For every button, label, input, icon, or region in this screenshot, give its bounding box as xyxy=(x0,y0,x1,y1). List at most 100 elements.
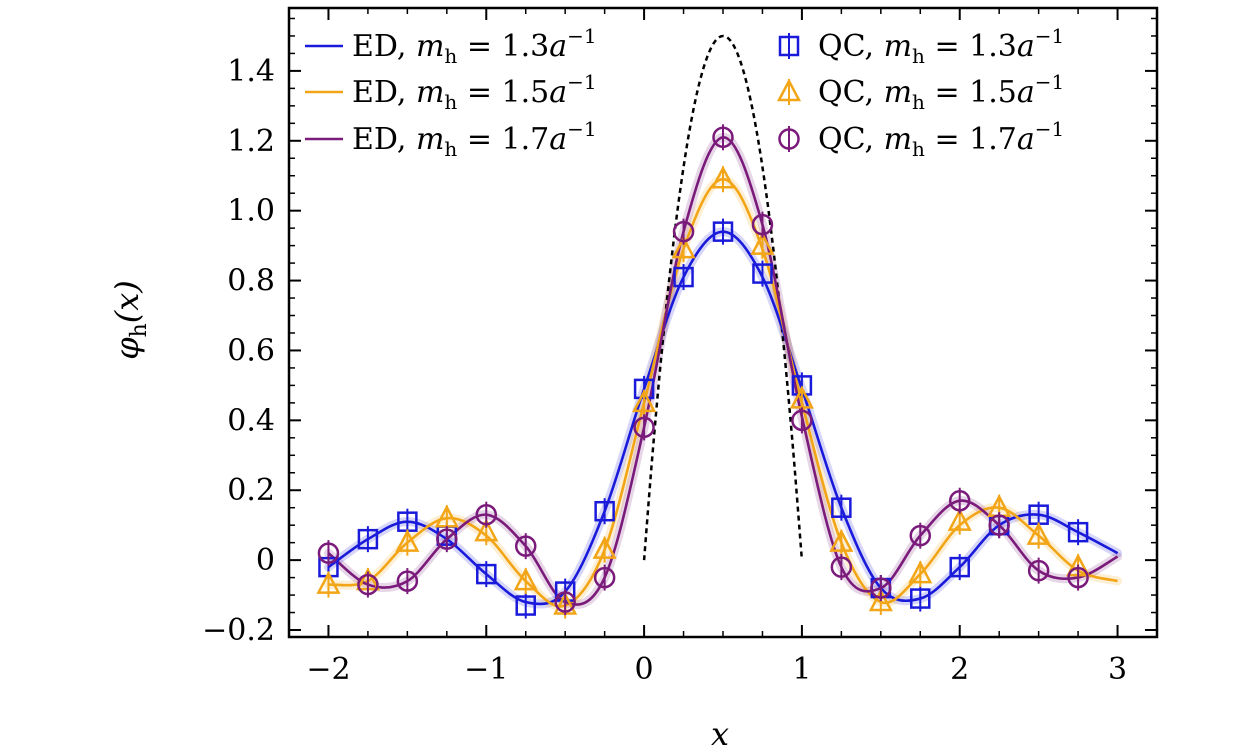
y-tick-label: 0.2 xyxy=(227,473,275,508)
qc-point-m13 xyxy=(831,494,852,521)
qc-point-m13 xyxy=(673,264,694,291)
qc-point-m17 xyxy=(751,211,774,238)
qc-point-m17 xyxy=(672,218,695,245)
legend-label: QC, mh = 1.5a−1 xyxy=(818,70,1064,114)
x-tick-label: −2 xyxy=(306,652,350,687)
qc-point-m15 xyxy=(395,528,420,556)
qc-points xyxy=(316,124,1091,619)
qc-point-m13 xyxy=(752,260,773,287)
legend-label-part: m xyxy=(416,29,444,64)
qc-point-m17 xyxy=(712,124,734,151)
legend-label-part: h xyxy=(444,44,457,68)
legend-label: ED, mh = 1.7a−1 xyxy=(352,117,597,161)
qc-point-m17 xyxy=(633,414,655,441)
legend-entry-qc-m13: QC, mh = 1.3a−1 xyxy=(778,24,1064,68)
qc-point-m17 xyxy=(475,501,498,528)
legend-label-part: h xyxy=(444,137,457,161)
qc-point-m13 xyxy=(357,526,379,553)
qc-point-m13 xyxy=(949,554,970,581)
y-tick-label: 1.4 xyxy=(227,54,275,89)
legend-label-part: −1 xyxy=(1035,24,1064,48)
legend-label-part: ED, xyxy=(352,29,416,64)
legend-label-part: m xyxy=(416,122,444,157)
legend-label-part: a xyxy=(549,29,567,64)
y-tick-label: 0.6 xyxy=(227,333,275,368)
y-tick-label: 1.2 xyxy=(227,124,275,159)
legend-label-part: QC, xyxy=(818,75,884,110)
legend-label: ED, mh = 1.3a−1 xyxy=(352,24,597,68)
x-axis-title: x xyxy=(711,715,729,753)
axis-ticks: −2 −1 0 1 2 3 −0.2 0 0.2 0.4 0.6 0.8 1.0 1.2 1.4 xyxy=(202,8,1158,687)
y-tick-label: 0.4 xyxy=(227,403,275,438)
y-axis-title-argument: (x) xyxy=(108,280,146,323)
x-tick-label: −1 xyxy=(464,652,508,687)
legend-label-part: a xyxy=(549,75,567,110)
y-axis-title-symbol: φ xyxy=(108,337,146,360)
legend-label-part: = 1.3 xyxy=(457,29,549,64)
qc-point-m13 xyxy=(712,218,734,245)
qc-point-m17 xyxy=(948,487,971,514)
legend-label-part: −1 xyxy=(567,117,596,141)
qc-point-m17 xyxy=(436,526,458,553)
qc-point-m17 xyxy=(514,533,537,560)
legend-entry-qc-m15: QC, mh = 1.5a−1 xyxy=(776,70,1064,114)
x-tick-label: 0 xyxy=(635,652,654,687)
qc-point-m15 xyxy=(513,567,538,595)
qc-point-m17 xyxy=(791,407,813,434)
legend-label-part: a xyxy=(1017,75,1035,110)
qc-point-m13 xyxy=(594,498,615,525)
qc-point-m17 xyxy=(988,512,1010,539)
legend-label-part: QC, xyxy=(818,29,884,64)
legend-label-part: −1 xyxy=(1035,70,1064,94)
legend-marker-swatch xyxy=(776,78,802,105)
qc-point-m17 xyxy=(909,522,932,549)
legend-label-part: a xyxy=(1017,122,1035,157)
qc-point-m15 xyxy=(632,389,657,416)
qc-point-m15 xyxy=(829,528,854,556)
legend-label-part: = 1.7 xyxy=(457,122,549,157)
legend-entry-ed-m15: ED, mh = 1.5a−1 xyxy=(305,70,597,114)
x-tick-label: 2 xyxy=(950,652,969,687)
y-tick-label: 0 xyxy=(256,543,275,578)
legend-entry-ed-m13: ED, mh = 1.3a−1 xyxy=(305,24,597,68)
qc-point-m13 xyxy=(910,585,931,612)
legend-marker-swatch xyxy=(778,126,800,152)
legend-label-part: m xyxy=(884,29,912,64)
y-tick-label: 1.0 xyxy=(227,194,275,229)
legend-label-part: −1 xyxy=(567,24,596,48)
legend-label-part: h xyxy=(912,137,925,161)
legend-label-part: −1 xyxy=(567,70,596,94)
legend-label-part: h xyxy=(444,90,457,114)
legend-label-part: ED, xyxy=(352,75,416,110)
qc-point-m17 xyxy=(357,571,379,598)
legend-entry-ed-m17: ED, mh = 1.7a−1 xyxy=(305,117,597,161)
qc-point-m13 xyxy=(1067,519,1089,546)
legend-label: QC, mh = 1.7a−1 xyxy=(818,117,1064,161)
qc-point-m15 xyxy=(908,560,933,588)
legend-label-part: h xyxy=(912,90,925,114)
legend-label-part: = 1.3 xyxy=(925,29,1017,64)
qc-point-m17 xyxy=(1067,564,1089,591)
qc-point-m17 xyxy=(870,575,892,602)
legend-marker-swatch xyxy=(778,33,800,59)
qc-point-m17 xyxy=(830,554,853,581)
legend-label-part: = 1.5 xyxy=(457,75,549,110)
legend-label-part: QC, xyxy=(818,122,884,157)
legend-entry-qc-m17: QC, mh = 1.7a−1 xyxy=(778,117,1064,161)
legend-label-part: a xyxy=(549,122,567,157)
legend-label-part: a xyxy=(1017,29,1035,64)
qc-point-m15 xyxy=(316,570,341,598)
legend-label-part: m xyxy=(416,75,444,110)
qc-point-m17 xyxy=(317,540,340,567)
legend-label-part: m xyxy=(884,122,912,157)
legend-label-part: −1 xyxy=(1035,117,1064,141)
qc-point-m15 xyxy=(1026,521,1051,549)
qc-point-m17 xyxy=(554,589,576,616)
legend-label-part: = 1.5 xyxy=(925,75,1017,110)
qc-point-m17 xyxy=(1027,557,1050,584)
qc-point-m13 xyxy=(476,561,497,588)
qc-point-m15 xyxy=(592,535,617,563)
legend-label-part: ED, xyxy=(352,122,416,157)
y-tick-label: 0.8 xyxy=(227,264,275,299)
